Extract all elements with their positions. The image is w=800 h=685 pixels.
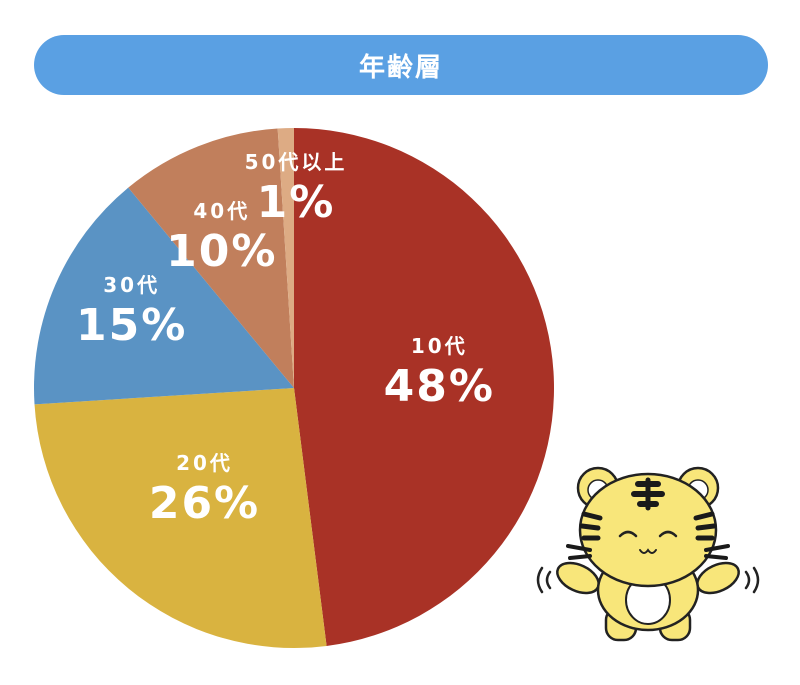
pie-slice-5 (277, 128, 294, 388)
slice-category-label: 30代 (103, 273, 160, 297)
slice-value-label: 10% (166, 226, 277, 277)
slice-value-label: 1% (257, 177, 336, 228)
pie-slice-3 (33, 187, 295, 405)
pie-slice-4 (128, 128, 294, 388)
pie-slice-1 (294, 128, 555, 646)
slice-category-label: 40代 (193, 199, 250, 223)
slice-category-label: 50代以上 (245, 150, 348, 174)
slice-value-label: 26% (149, 478, 260, 529)
slice-category-label: 10代 (411, 334, 468, 358)
slice-value-label: 15% (76, 300, 187, 351)
slice-value-label: 48% (384, 361, 495, 412)
chart-title-bar: 年齢層 (34, 35, 768, 95)
tiger-mascot-icon (536, 466, 760, 642)
chart-title: 年齢層 (358, 52, 443, 83)
pie-slice-2 (34, 388, 327, 649)
slice-category-label: 20代 (176, 451, 233, 475)
